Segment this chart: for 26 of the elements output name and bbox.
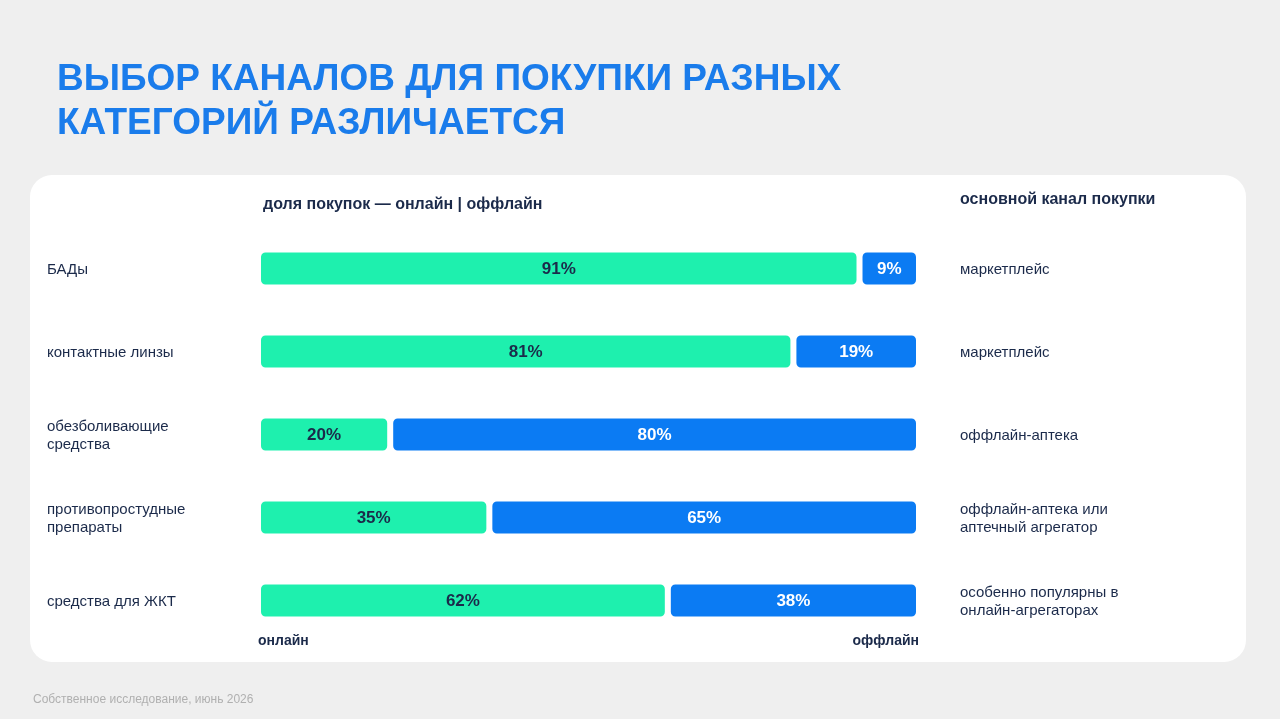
data-label: 80% [637,425,672,444]
y-tick-label: средства для ЖКТ [47,592,176,609]
text: маркетплейс [960,343,1051,360]
series-label: оффлайн [852,632,920,648]
text: особенно популярны в онлайн-агрегаторах [960,583,1119,618]
data-label: 65% [687,508,722,527]
data-label: 20% [307,425,342,444]
data-label: 19% [839,342,874,361]
data-label: 91% [541,259,576,278]
y-tick-label: БАДы [47,260,88,277]
y-tick-label: обезболивающие средства [47,417,169,452]
data-label: 9% [876,259,902,278]
data-label: 81% [508,342,543,361]
data-label: 35% [356,508,391,527]
chart-title: ВЫБОР КАНАЛОВ ДЛЯ ПОКУПКИ РАЗНЫХ КАТЕГОРИЙ РАЗЛИЧАЕТСЯ [57,56,842,142]
data-label: 38% [776,591,811,610]
text: основной канал покупки [960,189,1156,207]
y-tick-label: контактные линзы [47,343,174,360]
text: оффлайн-аптека [960,426,1079,443]
text: маркетплейс [960,260,1051,277]
data-label: 62% [445,591,480,610]
text: оффлайн-аптека или аптечный агрегатор [960,500,1108,535]
chart-subtitle: доля покупок — онлайн | оффлайн [263,194,543,212]
series-label: онлайн [258,632,309,648]
text: Собственное исследование, июнь 2026 [33,692,254,706]
y-tick-label: противопростудные препараты [47,500,186,535]
